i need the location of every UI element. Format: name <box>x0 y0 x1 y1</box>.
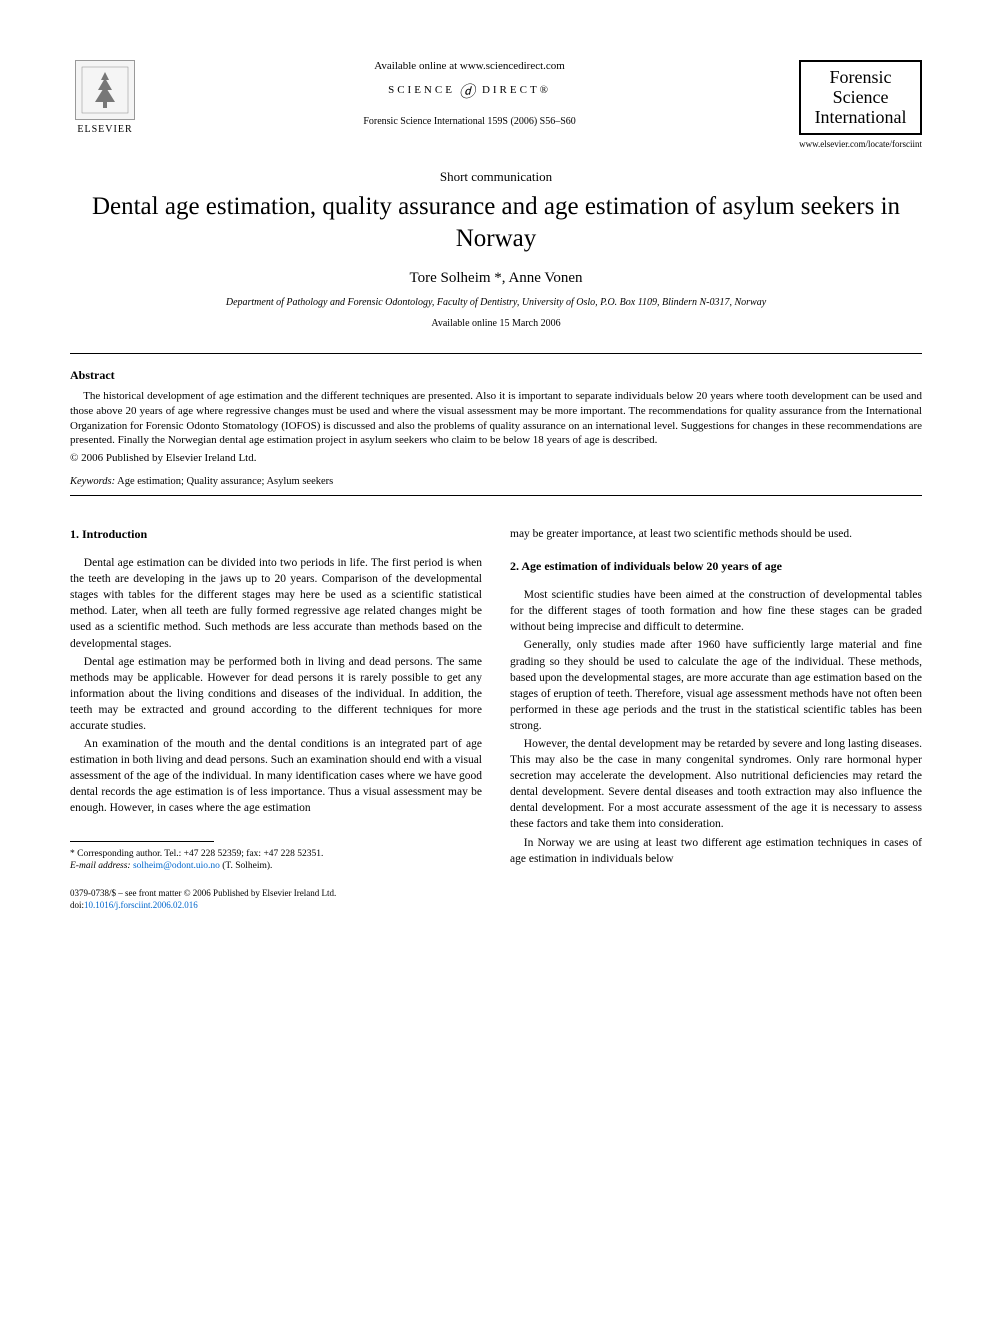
badge-line-3: International <box>811 108 910 128</box>
abstract-heading: Abstract <box>70 368 922 383</box>
article-type: Short communication <box>70 169 922 185</box>
sd-right: DIRECT® <box>482 84 551 96</box>
center-header: Available online at www.sciencedirect.co… <box>140 60 799 127</box>
elsevier-tree-icon <box>75 60 135 120</box>
body-columns: 1. Introduction Dental age estimation ca… <box>70 526 922 911</box>
corr-author-text: * Corresponding author. Tel.: +47 228 52… <box>70 848 482 860</box>
keywords: Keywords: Age estimation; Quality assura… <box>70 476 922 487</box>
science-direct-logo: SCIENCE ⓓ DIRECT® <box>160 78 779 102</box>
footer-meta: 0379-0738/$ – see front matter © 2006 Pu… <box>70 888 482 911</box>
section-2-para-2: Generally, only studies made after 1960 … <box>510 637 922 734</box>
section-1-para-1: Dental age estimation can be divided int… <box>70 555 482 652</box>
corresponding-author-footnote: * Corresponding author. Tel.: +47 228 52… <box>70 848 482 873</box>
column-right: may be greater importance, at least two … <box>510 526 922 911</box>
section-1-para-3: An examination of the mouth and the dent… <box>70 736 482 816</box>
publication-date: Available online 15 March 2006 <box>70 318 922 329</box>
elsevier-label: ELSEVIER <box>77 124 132 135</box>
article-title: Dental age estimation, quality assurance… <box>70 191 922 254</box>
rule-bottom <box>70 495 922 496</box>
badge-line-2: Science <box>811 88 910 108</box>
section-1-heading: 1. Introduction <box>70 526 482 543</box>
page-header: ELSEVIER Available online at www.science… <box>70 60 922 149</box>
section-2-para-1: Most scientific studies have been aimed … <box>510 587 922 635</box>
journal-url: www.elsevier.com/locate/forsciint <box>799 139 922 149</box>
journal-badge-wrap: Forensic Science International www.elsev… <box>799 60 922 149</box>
section-2-para-4: In Norway we are using at least two diff… <box>510 835 922 867</box>
badge-line-1: Forensic <box>811 68 910 88</box>
section-1-para-2: Dental age estimation may be performed b… <box>70 654 482 734</box>
rule-top <box>70 353 922 354</box>
keywords-label: Keywords: <box>70 476 115 487</box>
journal-reference: Forensic Science International 159S (200… <box>160 116 779 127</box>
issn-line: 0379-0738/$ – see front matter © 2006 Pu… <box>70 888 482 900</box>
email-link[interactable]: solheim@odont.uio.no <box>133 861 220 871</box>
authors: Tore Solheim *, Anne Vonen <box>70 270 922 287</box>
section-2-para-3: However, the dental development may be r… <box>510 736 922 833</box>
elsevier-logo: ELSEVIER <box>70 60 140 135</box>
doi-label: doi: <box>70 900 84 910</box>
abstract-copyright: © 2006 Published by Elsevier Ireland Ltd… <box>70 452 922 464</box>
email-label: E-mail address: <box>70 861 131 871</box>
column-left: 1. Introduction Dental age estimation ca… <box>70 526 482 911</box>
email-suffix: (T. Solheim). <box>220 861 273 871</box>
footnote-rule <box>70 841 214 842</box>
authors-text: Tore Solheim *, Anne Vonen <box>410 270 583 286</box>
abstract-text: The historical development of age estima… <box>70 389 922 448</box>
section-1-para-3-cont: may be greater importance, at least two … <box>510 526 922 542</box>
sd-swirl-icon: ⓓ <box>459 78 478 102</box>
section-2-heading: 2. Age estimation of individuals below 2… <box>510 558 922 575</box>
journal-badge: Forensic Science International <box>799 60 922 135</box>
keywords-text: Age estimation; Quality assurance; Asylu… <box>115 476 333 487</box>
doi-line: doi:10.1016/j.forsciint.2006.02.016 <box>70 900 482 912</box>
sd-left: SCIENCE <box>388 84 455 96</box>
doi-link[interactable]: 10.1016/j.forsciint.2006.02.016 <box>84 900 198 910</box>
available-online-text: Available online at www.sciencedirect.co… <box>160 60 779 72</box>
affiliation: Department of Pathology and Forensic Odo… <box>70 297 922 308</box>
corr-email-line: E-mail address: solheim@odont.uio.no (T.… <box>70 860 482 872</box>
